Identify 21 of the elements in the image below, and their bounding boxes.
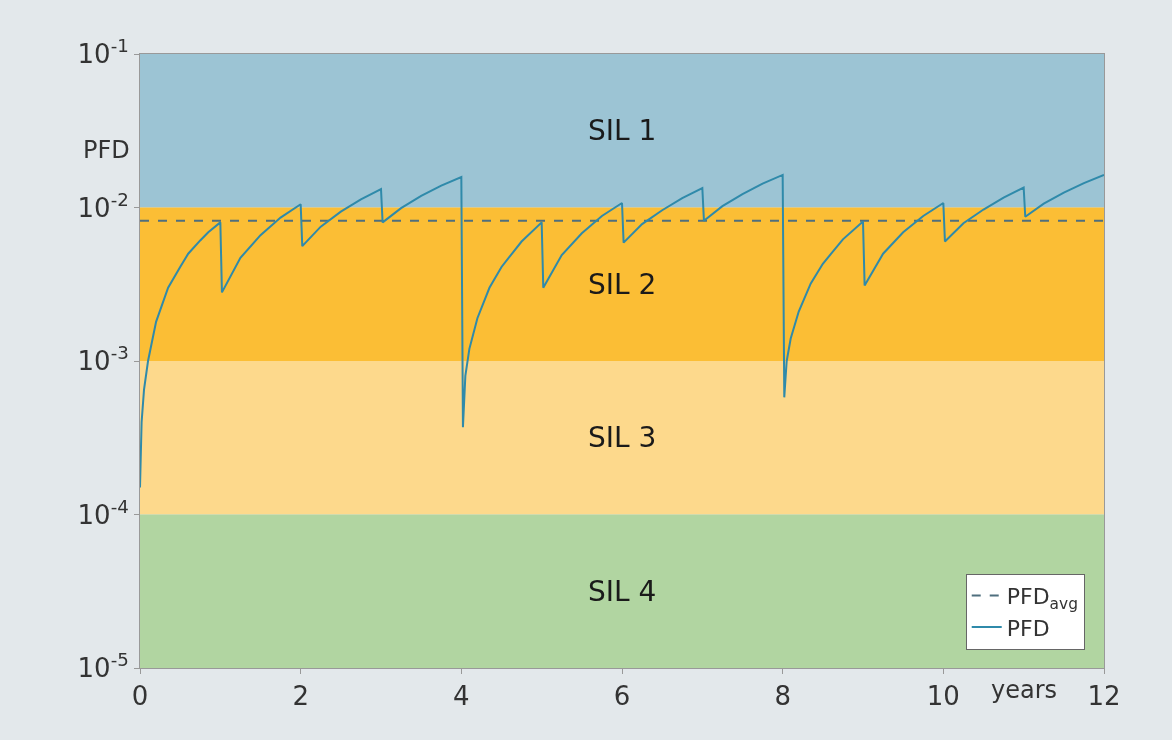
x-tick-label: 10 bbox=[926, 681, 960, 712]
band-label: SIL 2 bbox=[588, 268, 657, 301]
y-tick-label: 10$^{-1}$ bbox=[77, 35, 129, 70]
line-series bbox=[140, 173, 1104, 489]
y-tick-label: 10$^{-3}$ bbox=[77, 342, 129, 377]
x-tick-label: 4 bbox=[453, 681, 470, 712]
y-tick-label: 10$^{-4}$ bbox=[77, 495, 129, 530]
legend-label: PFD bbox=[1006, 615, 1050, 641]
x-tick-label: 8 bbox=[774, 681, 791, 712]
x-tick-label: 6 bbox=[613, 681, 631, 712]
x-tick-label: 0 bbox=[131, 681, 149, 712]
band-label: SIL 4 bbox=[588, 575, 657, 608]
legend-label: PFD$_{avg}$ bbox=[1006, 583, 1078, 613]
band-label: SIL 1 bbox=[588, 114, 657, 147]
y-axis-title: PFD bbox=[83, 136, 130, 164]
x-axis-title: years bbox=[991, 676, 1058, 704]
band-label: SIL 3 bbox=[588, 421, 657, 454]
y-tick-label: 10$^{-2}$ bbox=[77, 188, 129, 223]
y-tick-label: 10$^{-5}$ bbox=[77, 649, 129, 684]
x-tick-label: 2 bbox=[292, 681, 309, 712]
x-tick-label: 12 bbox=[1087, 681, 1121, 712]
